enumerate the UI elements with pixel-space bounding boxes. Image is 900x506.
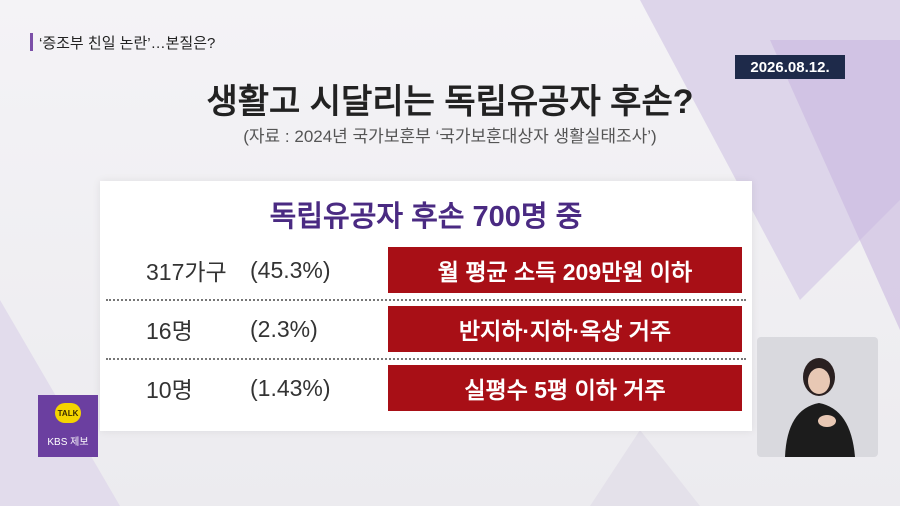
percent: (2.3%) (250, 315, 318, 342)
description-box: 실평수 5평 이하 거주 (388, 365, 742, 411)
source: (자료 : 2024년 국가보훈부 ‘국가보훈대상자 생활실태조사’) (243, 127, 657, 146)
dotted-separator (106, 358, 746, 360)
card-heading: 독립유공자 후손 700명 중 (269, 201, 583, 233)
talk-icon: TALK (55, 403, 81, 423)
count: 16명 (146, 318, 193, 344)
description-box: 월 평균 소득 209만원 이하 (388, 247, 742, 293)
tag-text: ‘증조부 친일 논란’…본질은? (39, 34, 216, 52)
sign-interpreter (757, 337, 878, 457)
percent: (45.3%) (250, 256, 331, 283)
tag-bar (30, 33, 33, 51)
count: 317가구 (146, 259, 227, 285)
bg-triangle (590, 430, 700, 506)
bg-triangle (770, 40, 900, 330)
info-row: 16명 (2.3%) 반지하·지하·옥상 거주 (100, 300, 752, 358)
body (785, 403, 855, 457)
info-row: 317가구 (45.3%) 월 평균 소득 209만원 이하 (100, 241, 752, 299)
badge-label: KBS 제보 (47, 437, 89, 448)
count: 10명 (146, 377, 193, 403)
hand (818, 415, 836, 427)
dotted-separator (106, 299, 746, 301)
title: 생활고 시달리는 독립유공자 후손? (206, 83, 694, 121)
signer-figure (785, 358, 855, 457)
date: 2026.08.12. (735, 55, 845, 79)
kbs-badge[interactable]: TALK KBS 제보 (38, 395, 98, 457)
card: 독립유공자 후손 700명 중 317가구 (45.3%) 월 평균 소득 209만… (100, 181, 752, 431)
info-row: 10명 (1.43%) 실평수 5평 이하 거주 (100, 359, 752, 417)
top-tag: ‘증조부 친일 논란’…본질은? (30, 30, 215, 54)
description-box: 반지하·지하·옥상 거주 (388, 306, 742, 352)
face (808, 368, 830, 394)
percent: (1.43%) (250, 374, 331, 401)
